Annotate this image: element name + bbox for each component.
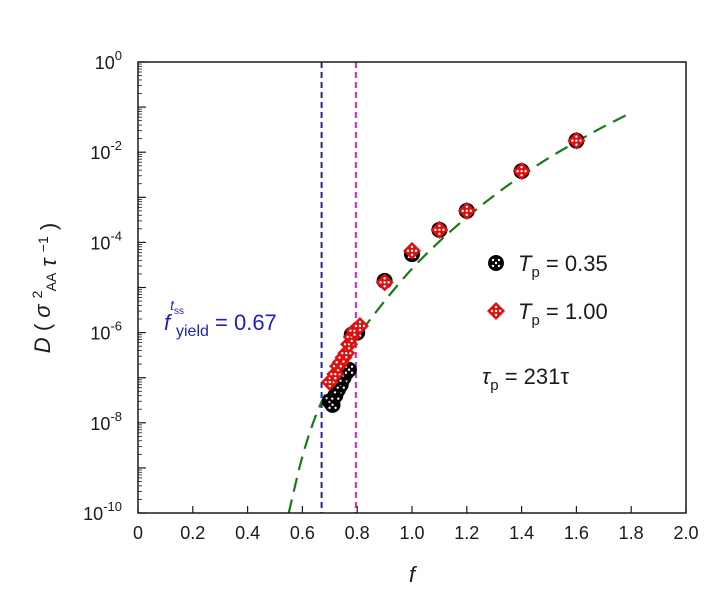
y-tick-label: 10-2 [90, 138, 122, 163]
y-tick-label: 10-4 [90, 228, 122, 253]
x-tick-label: 1.2 [454, 523, 479, 543]
x-tick-label: 1.6 [564, 523, 589, 543]
y-tick-label: 10-10 [83, 499, 122, 524]
y-tick-label: 10-8 [90, 409, 122, 434]
reference-lines [320, 62, 357, 513]
annotations: τp = 231τ ftss yield = 0.67 [164, 297, 569, 394]
yield-annotation: ftss yield = 0.67 [164, 297, 277, 340]
data-point-diamond [487, 302, 505, 320]
data-point-diamond [430, 220, 449, 239]
legend: Tp = 0.35 Tp = 1.00 [487, 251, 608, 329]
x-tick-label: 2.0 [673, 523, 698, 543]
x-tick-label: 0.8 [345, 523, 370, 543]
x-tick-label: 0.2 [180, 523, 205, 543]
legend-label: Tp = 1.00 [518, 299, 608, 329]
series-diamond [320, 131, 586, 392]
x-tick-label: 1.8 [619, 523, 644, 543]
y-axis-label: D ( σ 2 AA τ −1 ) [22, 223, 61, 353]
x-tick-label: 0.6 [290, 523, 315, 543]
svg-text:D ( σ 2: D ( σ 2 AA τ −1 ) [22, 223, 61, 353]
data-point-diamond [350, 317, 369, 336]
data-series [320, 131, 586, 413]
x-tick-label: 0.4 [235, 523, 260, 543]
x-tick-label: 1.4 [509, 523, 534, 543]
x-tick-label: 1.0 [399, 523, 424, 543]
y-tick-label: 10-6 [90, 319, 122, 344]
y-axis: 100 10-2 10-4 10-6 10-8 10-10 [83, 48, 146, 524]
data-point-diamond [375, 273, 394, 292]
x-tick-label: 0 [133, 523, 143, 543]
data-point-diamond [403, 241, 421, 260]
x-axis-label: f [409, 562, 418, 587]
data-point-circle [488, 255, 504, 271]
data-point-diamond [457, 201, 476, 220]
x-axis: 0 0.2 0.4 0.6 0.8 1.0 1.2 1.4 1.6 1.8 2.0 [133, 506, 699, 543]
data-point-diamond [512, 162, 531, 181]
data-point-diamond [567, 131, 586, 150]
tau-annotation: τp = 231τ [482, 364, 569, 394]
legend-label: Tp = 0.35 [518, 251, 608, 281]
y-tick-label: 100 [95, 48, 122, 73]
